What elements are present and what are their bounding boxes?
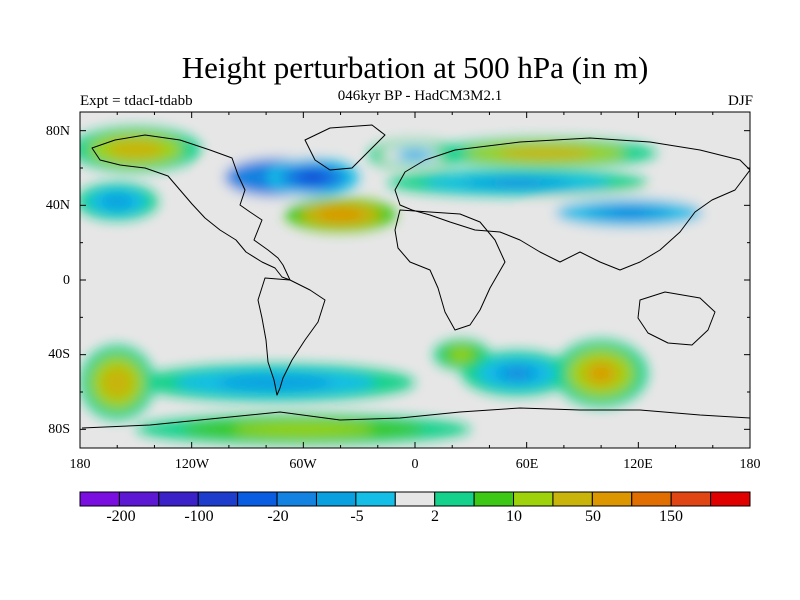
colorbar-swatch [631,491,672,507]
colorbar-swatch [315,491,357,507]
negative-anomaly-1-core [303,173,322,182]
coastline-antarctica [81,407,750,429]
colorbar-swatch [355,491,396,507]
negative-anomaly-7-core [405,151,425,158]
negative-anomaly-5-core [506,368,529,378]
coastline-south-america [257,277,326,396]
colorbar-swatch [276,491,317,507]
lat-tick-80s: 80S [48,422,70,437]
coastline-north-america [91,134,291,281]
colorbar-label: -100 [184,508,214,525]
lat-tick-80n: 80N [45,124,70,139]
lon-tick-120w: 120W [174,457,210,472]
lat-tick-0: 0 [63,273,70,288]
negative-anomaly-4-core [608,209,650,217]
negative-anomaly-6-core [247,378,304,387]
lon-tick-0: 0 [411,457,419,472]
colorbar-label: 50 [585,508,601,525]
colorbar-label: 150 [659,508,683,525]
positive-anomaly-9-core [522,150,568,157]
map-plot-area [80,112,750,448]
axis-ticks [79,112,751,448]
lon-tick-180w: 180 [69,457,91,472]
colorbar-swatch [79,491,120,507]
coastline-eurasia [394,137,750,271]
positive-anomaly-13-core [455,351,468,358]
negative-anomaly-3-core [491,180,544,186]
colorbar-swatch [552,491,593,507]
positive-anomaly-12-core [109,375,125,391]
season-label: DJF [727,93,753,109]
colorbar-swatch [513,491,554,507]
experiment-label: Expt = tdacI-tdabb [80,93,193,109]
colorbar-swatch [591,491,633,507]
colorbar-label: -200 [106,508,136,525]
colorbar-swatch [710,491,751,507]
perturbation-field [80,126,732,445]
lon-tick-120e: 120E [623,457,653,472]
colorbar-label: 10 [506,508,522,525]
negative-anomaly-2-core [109,197,126,206]
coastline-australia [637,291,716,346]
colorbar [79,491,751,507]
colorbar-label: -5 [350,508,364,525]
chart-subtitle: 046kyr BP - HadCM3M2.1 [337,88,503,104]
coastline-greenland [304,124,386,171]
colorbar-label: -20 [267,508,289,525]
colorbar-label: 2 [431,508,439,525]
colorbar-swatch [473,491,515,507]
lon-tick-60e: 60E [515,457,539,472]
lon-tick-180e: 180 [739,457,761,472]
coastlines [81,124,750,429]
colorbar-swatch [237,491,278,507]
colorbar-swatch [158,491,199,507]
colorbar-swatch [434,491,475,507]
colorbar-swatch [197,491,239,507]
colorbar-swatch [670,491,712,507]
coastline-africa [394,209,506,331]
lon-tick-60w: 60W [289,457,317,472]
positive-anomaly-10-core [122,144,149,154]
lat-tick-40n: 40N [45,198,70,213]
positive-anomaly-11-core [591,366,611,381]
positive-anomaly-14-core [269,426,337,433]
lat-tick-40s: 40S [48,347,70,362]
chart-title: Height perturbation at 500 hPa (in m) [181,50,649,85]
colorbar-swatch [394,491,436,507]
colorbar-swatch [118,491,160,507]
positive-anomaly-8-core [329,211,352,219]
